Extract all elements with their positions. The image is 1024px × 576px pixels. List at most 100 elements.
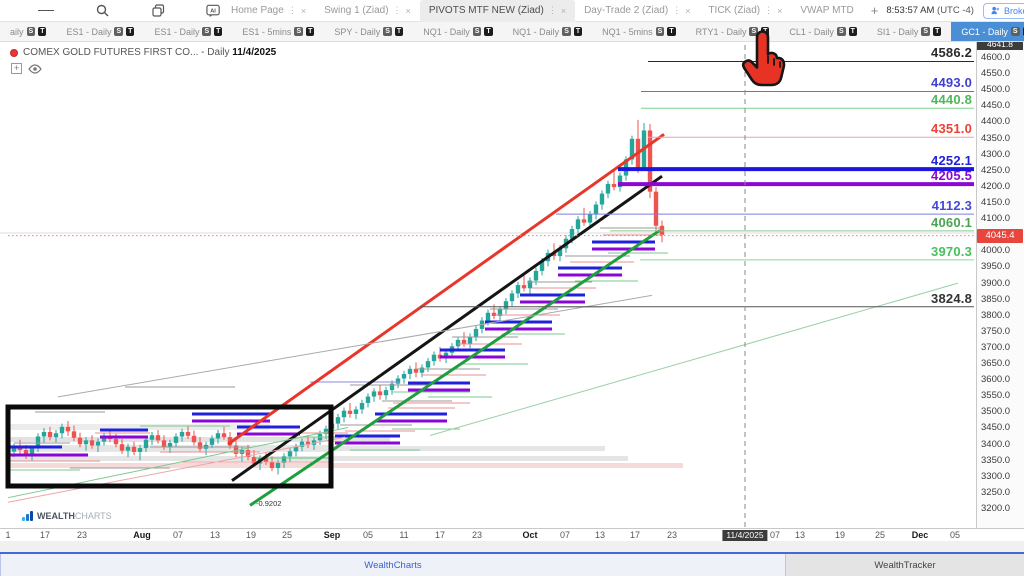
badge-s[interactable]: S	[472, 27, 482, 36]
tab-menu-icon[interactable]: ⋮	[764, 5, 774, 15]
symbol-tab-spy-daily[interactable]: SPY - Daily S T	[334, 26, 404, 37]
candlestick	[467, 336, 473, 344]
candlestick	[83, 440, 89, 445]
badge-s[interactable]: S	[749, 27, 759, 36]
candlestick	[581, 219, 587, 223]
tab-close-icon[interactable]: ×	[777, 5, 783, 16]
symbol-tab-nq1-daily[interactable]: NQ1 - Daily S T	[512, 26, 583, 37]
badge-t[interactable]: T	[394, 27, 404, 36]
ai-chat-icon[interactable]: AI	[206, 3, 222, 19]
candlestick	[605, 183, 611, 194]
symbol-tab-si1-daily[interactable]: SI1 - Daily S T	[876, 26, 942, 37]
menu-icon[interactable]	[38, 3, 54, 19]
badge-t[interactable]: T	[848, 27, 857, 36]
candlestick	[161, 440, 167, 447]
tab-menu-icon[interactable]: ⋮	[547, 5, 557, 15]
time-axis[interactable]: 1 17 23 Aug 07 13 19 25 Sep 05 11 17 23 Oct 07 13 17 23 07…	[0, 528, 1024, 541]
badge-s[interactable]: S	[1010, 27, 1020, 36]
candlestick	[233, 445, 239, 454]
tab-menu-icon[interactable]: ⋮	[672, 5, 682, 15]
candlestick	[365, 396, 371, 403]
workspace-tab-1[interactable]: Swing 1 (Ziad) ⋮ ×	[324, 5, 411, 16]
symbol-tab-es1-daily[interactable]: ES1 - Daily S T	[154, 26, 223, 37]
candlestick	[209, 438, 215, 445]
badge-s[interactable]: S	[202, 27, 212, 36]
y-axis-label: 3250.0	[981, 486, 1011, 498]
badge-t[interactable]: T	[38, 27, 47, 36]
chart-panel[interactable]: COMEX GOLD FUTURES FIRST CO... - Daily 1…	[0, 30, 1024, 541]
candlestick	[425, 361, 431, 368]
brokers-data-sources-button[interactable]: Brokers / Data Sources	[982, 2, 1024, 19]
candlestick	[155, 435, 161, 441]
workspace-tab-3[interactable]: Day-Trade 2 (Ziad) ⋮ ×	[584, 5, 691, 16]
symbol-tab-nq1-daily[interactable]: NQ1 - Daily S T	[423, 26, 493, 37]
tab-close-icon[interactable]: ×	[560, 5, 567, 16]
workspace-tab-4[interactable]: TICK (Ziad) ⋮ ×	[708, 5, 783, 16]
current-price-badge: 4045.4	[977, 228, 1023, 243]
badge-t[interactable]: T	[484, 27, 493, 36]
y-axis-label: 3750.0	[981, 325, 1011, 337]
candlestick	[497, 309, 503, 317]
x-axis-label: 07	[769, 530, 781, 540]
badge-t[interactable]: T	[667, 27, 676, 36]
workspace-tab-2[interactable]: PIVOTS MTF NEW (Ziad) ⋮ ×	[419, 0, 576, 22]
tab-close-icon[interactable]: ×	[685, 5, 691, 16]
symbol-tab-es1-daily[interactable]: ES1 - Daily S T	[66, 26, 135, 37]
symbol-tab-cl1-daily[interactable]: CL1 - Daily S T	[789, 26, 857, 37]
tab-wealthtracker[interactable]: WealthTracker	[786, 554, 1024, 576]
y-axis-label: 3200.0	[981, 503, 1011, 514]
symbol-tab-nq1-5mins[interactable]: NQ1 - 5mins S T	[602, 26, 676, 37]
badge-s[interactable]: S	[655, 27, 665, 36]
badge-s[interactable]: S	[114, 27, 124, 36]
badge-s[interactable]: S	[294, 27, 304, 36]
badge-s[interactable]: S	[562, 27, 571, 36]
badge-s[interactable]: S	[921, 27, 931, 36]
symbol-tab-es1-5mins[interactable]: ES1 - 5mins S T	[242, 26, 315, 37]
workspace-tab-5[interactable]: VWAP MTD	[800, 5, 854, 16]
candlestick	[53, 433, 59, 438]
search-icon[interactable]	[94, 3, 110, 19]
badge-t[interactable]: T	[1022, 27, 1024, 36]
workspace-tab-0[interactable]: Home Page ⋮ ×	[231, 5, 307, 16]
x-axis-label: 05	[362, 530, 374, 540]
toolbar-left-icons: AI	[0, 3, 222, 19]
tab-menu-icon[interactable]: ⋮	[287, 5, 297, 15]
highlight-box	[5, 404, 334, 489]
volume-band	[8, 424, 270, 430]
y-axis-label: 3650.0	[981, 358, 1011, 370]
tab-close-icon[interactable]: ×	[300, 5, 307, 16]
add-indicator-icon[interactable]: +	[11, 63, 22, 74]
badge-t[interactable]: T	[214, 27, 223, 36]
pivot-level-label: 4493.0	[931, 75, 972, 91]
price-axis[interactable]: 4600.0 4550.0 4500.0 4450.0 4400.0 4350.0 4300…	[976, 42, 1024, 528]
tab-menu-icon[interactable]: ⋮	[392, 5, 402, 15]
badge-t[interactable]: T	[933, 27, 942, 36]
volume-band	[8, 446, 605, 451]
badge-s[interactable]: S	[383, 27, 392, 36]
add-workspace-button[interactable]: +	[870, 3, 879, 18]
x-axis-label: 23	[471, 530, 483, 540]
x-axis-label: 23	[76, 530, 88, 540]
candlestick	[245, 450, 251, 458]
candlestick	[617, 175, 623, 188]
y-axis-label: 4550.0	[981, 68, 1011, 80]
tab-wealthcharts[interactable]: WealthCharts	[0, 554, 786, 576]
volume-band	[8, 463, 683, 468]
y-axis-label: 3950.0	[981, 261, 1011, 273]
x-axis-label: Oct	[522, 530, 538, 540]
candlestick	[569, 229, 575, 239]
badge-s[interactable]: S	[836, 27, 846, 36]
badge-t[interactable]: T	[573, 27, 583, 36]
symbol-tab-aily[interactable]: aily S T	[10, 26, 47, 37]
layouts-icon[interactable]	[150, 3, 166, 19]
candlestick	[281, 456, 287, 463]
badge-s[interactable]: S	[26, 27, 36, 36]
candlestick	[611, 183, 617, 188]
candlestick	[47, 431, 53, 438]
badge-t[interactable]: T	[306, 27, 315, 36]
eye-icon[interactable]	[28, 63, 42, 74]
tab-close-icon[interactable]: ×	[405, 5, 411, 16]
badge-t[interactable]: T	[126, 27, 135, 36]
candlestick	[119, 444, 125, 451]
